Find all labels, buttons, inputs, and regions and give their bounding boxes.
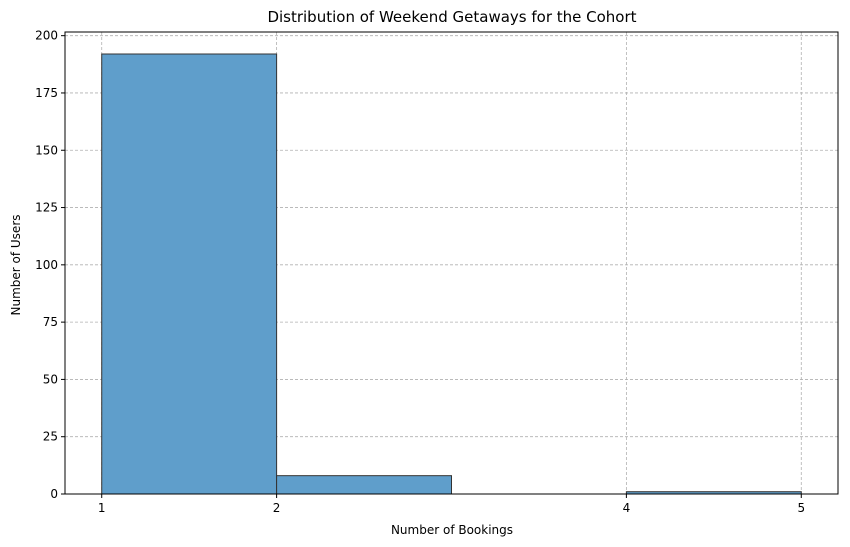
y-tick-label: 50: [43, 372, 58, 386]
x-tick-label: 2: [273, 501, 281, 515]
x-axis-label: Number of Bookings: [391, 523, 513, 537]
y-tick-label: 150: [35, 143, 58, 157]
axes: [64, 31, 839, 495]
y-tick-label: 100: [35, 258, 58, 272]
x-ticks: 1 2 4 5: [98, 494, 805, 515]
x-tick-label: 4: [623, 501, 631, 515]
histogram-bar: [101, 53, 278, 495]
y-tick-label: 0: [50, 487, 58, 501]
y-tick-label: 75: [43, 315, 58, 329]
y-tick-label: 175: [35, 86, 58, 100]
y-axis-label: Number of Users: [9, 214, 23, 315]
y-tick-label: 25: [43, 430, 58, 444]
y-tick-label: 125: [35, 201, 58, 215]
x-tick-label: 5: [797, 501, 805, 515]
x-tick-label: 1: [98, 501, 106, 515]
y-tick-label: 200: [35, 29, 58, 43]
y-ticks: 0 25 50 75 100 125 150 175 200: [35, 29, 65, 501]
bars: [101, 53, 802, 495]
plot-frame: [64, 31, 839, 495]
chart-title: Distribution of Weekend Getaways for the…: [267, 8, 636, 26]
histogram-bar: [276, 475, 452, 495]
